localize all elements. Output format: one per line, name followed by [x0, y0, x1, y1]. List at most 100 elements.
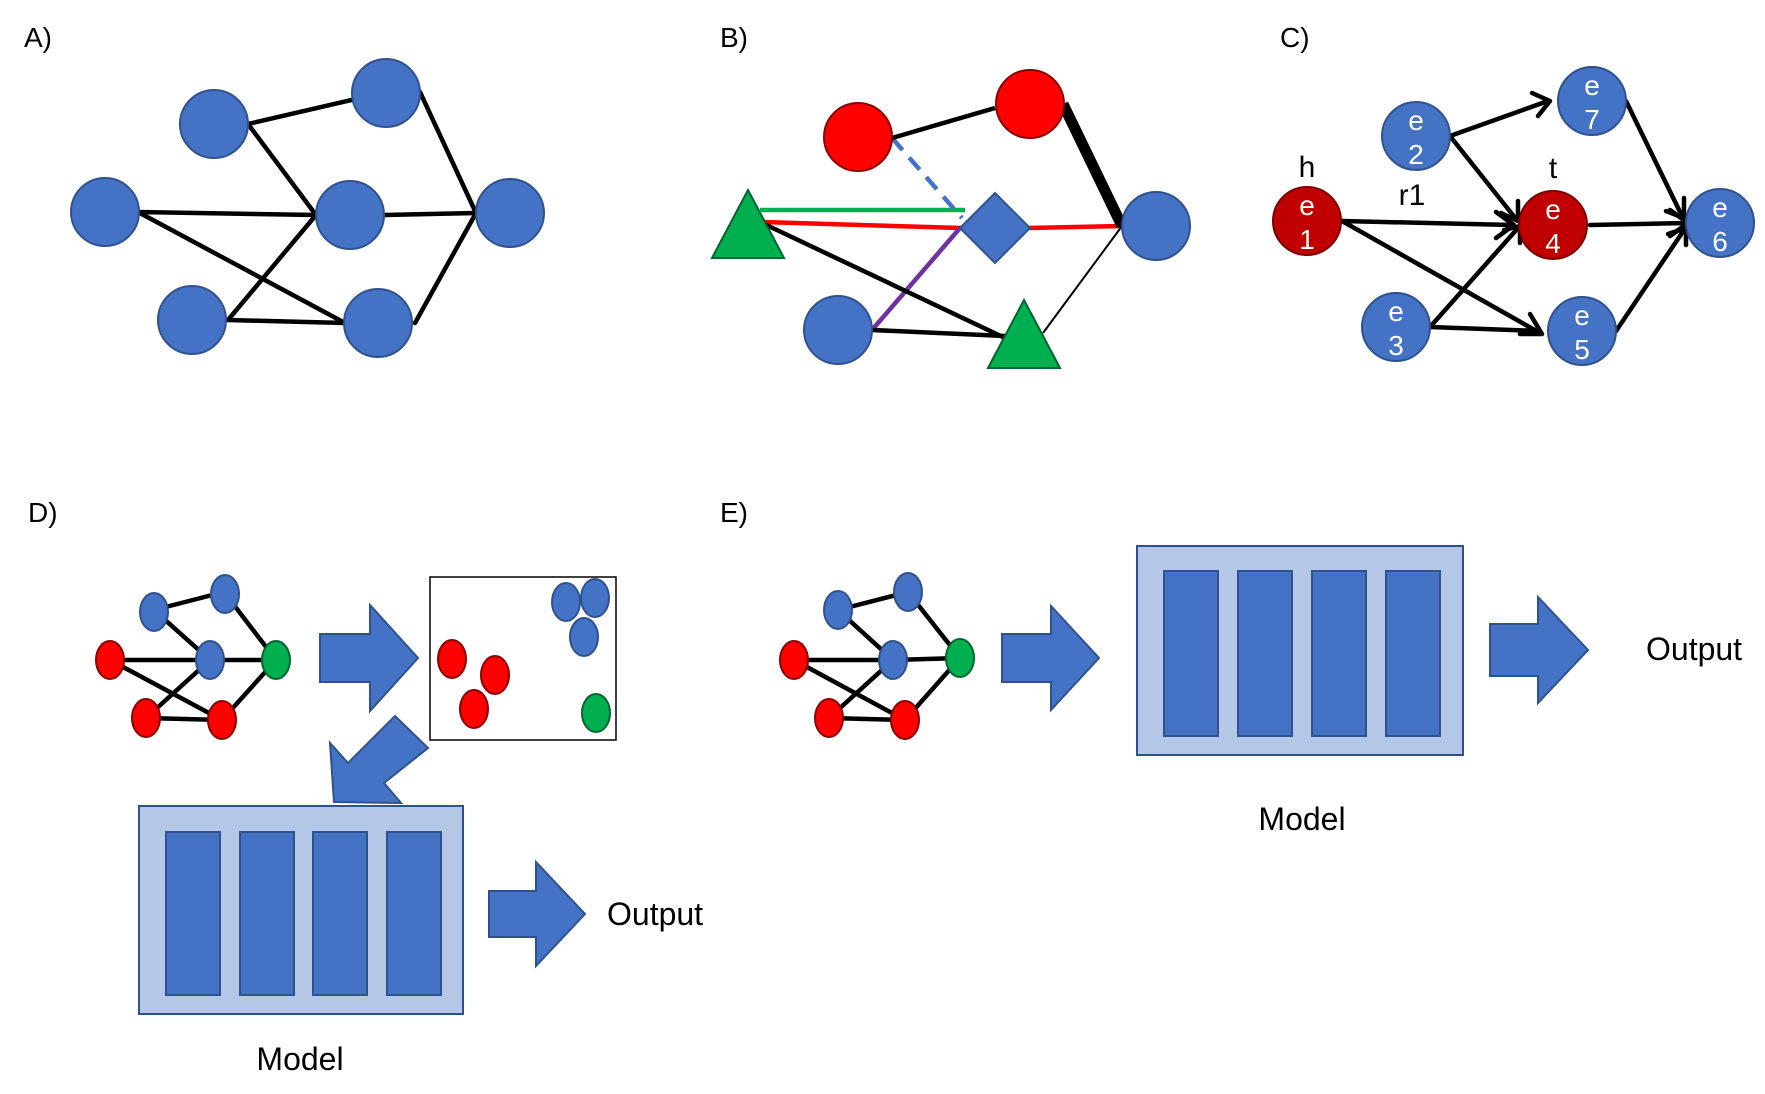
- node-circle: [878, 640, 908, 680]
- edge-arrow: [1623, 98, 1685, 219]
- arrow-right-icon: [1001, 603, 1101, 713]
- arrowhead: [1663, 195, 1687, 221]
- entity-index: 4: [1545, 228, 1561, 259]
- edge: [107, 657, 225, 723]
- edge-arrow: [1427, 225, 1521, 330]
- edge: [245, 121, 319, 218]
- panel-d: Model Output: [95, 574, 703, 1077]
- node-circle: [475, 178, 545, 248]
- panel-label-c: C): [1280, 22, 1310, 53]
- edge-dashed: [890, 136, 964, 220]
- node-circle: [315, 180, 385, 250]
- edge: [891, 105, 996, 141]
- arrowhead: [1493, 209, 1517, 241]
- node-red: [459, 689, 489, 729]
- node-red: [890, 700, 920, 740]
- edge-arrow: [1339, 218, 1515, 228]
- arrow-down-left-icon: [328, 714, 430, 805]
- node-circle: [823, 590, 853, 630]
- arrowhead: [1498, 198, 1521, 224]
- edge-arrow: [1447, 98, 1551, 139]
- node-red: [437, 639, 467, 679]
- node-circle: [351, 58, 421, 128]
- edge-thin: [1042, 225, 1123, 334]
- relation-label: r1: [1399, 179, 1426, 212]
- edge: [871, 327, 1006, 339]
- head-label: h: [1299, 151, 1316, 184]
- node-circle: [195, 640, 225, 680]
- node-circle: [551, 582, 581, 622]
- arrow-right-icon: [1489, 594, 1590, 706]
- node-circle: [1121, 191, 1191, 261]
- entity-index: 5: [1574, 334, 1590, 365]
- entity-index: 3: [1388, 330, 1404, 361]
- edge-purple: [870, 226, 962, 332]
- model-layer: [1311, 570, 1367, 737]
- panel-label-e: E): [720, 497, 748, 528]
- edge-arrow: [1339, 218, 1543, 336]
- node-circle: [803, 295, 873, 365]
- node-red: [814, 698, 844, 738]
- edge: [135, 209, 319, 218]
- panel-a-graph: [70, 58, 545, 358]
- edge-red: [1027, 223, 1123, 231]
- entity-index: 2: [1408, 139, 1424, 170]
- model-layer: [165, 831, 221, 996]
- model-layer: [1163, 570, 1219, 737]
- panel-label-d: D): [28, 497, 58, 528]
- node-circle: [893, 572, 923, 612]
- node-circle: [139, 592, 169, 632]
- entity-node: [1557, 66, 1627, 136]
- entity-letter: e: [1574, 300, 1590, 331]
- output-label: Output: [607, 896, 703, 932]
- entity-node: [1685, 188, 1755, 258]
- node-red: [480, 655, 510, 695]
- node-green: [945, 638, 975, 678]
- node-triangle: [986, 297, 1062, 369]
- arrowhead: [1517, 311, 1545, 337]
- panel-e: Model Output: [779, 545, 1742, 837]
- model-layer: [386, 831, 442, 996]
- entity-letter: e: [1388, 296, 1404, 327]
- model-layer: [312, 831, 368, 996]
- panel-label-a: A): [24, 22, 52, 53]
- entity-letter: e: [1408, 105, 1424, 136]
- edge-arrow: [1447, 133, 1519, 222]
- edge: [412, 210, 479, 326]
- edge: [225, 212, 319, 323]
- edge: [135, 209, 348, 326]
- node-triangle: [710, 187, 786, 259]
- entity-node: [1381, 101, 1451, 171]
- panel-b-graph: [710, 69, 1191, 369]
- model-layer: [1237, 570, 1293, 737]
- node-green: [581, 693, 611, 733]
- tail-label: t: [1549, 152, 1558, 185]
- model-label: Model: [1258, 801, 1345, 837]
- model-label: Model: [256, 1041, 343, 1077]
- model-layer: [239, 831, 295, 996]
- entity-node: [1547, 296, 1617, 366]
- edge: [417, 89, 479, 216]
- arrow-right-icon: [319, 602, 420, 714]
- entity-node: [1361, 292, 1431, 362]
- node-red: [779, 640, 809, 680]
- edge-arrow: [1427, 324, 1543, 334]
- node-red: [207, 700, 237, 740]
- node-red: [823, 102, 893, 172]
- model-layer: [1385, 570, 1441, 737]
- entity-node: [1272, 186, 1342, 256]
- node-red: [131, 698, 161, 738]
- edge-arrow: [1587, 220, 1689, 228]
- edge-red: [759, 219, 963, 231]
- node-circle: [70, 177, 140, 247]
- node-diamond: [958, 191, 1032, 265]
- output-label: Output: [1646, 631, 1742, 667]
- entity-index: 1: [1299, 224, 1315, 255]
- entity-letter: e: [1584, 70, 1600, 101]
- node-circle: [580, 578, 610, 618]
- edge: [791, 657, 908, 723]
- panel-label-b: B): [720, 22, 748, 53]
